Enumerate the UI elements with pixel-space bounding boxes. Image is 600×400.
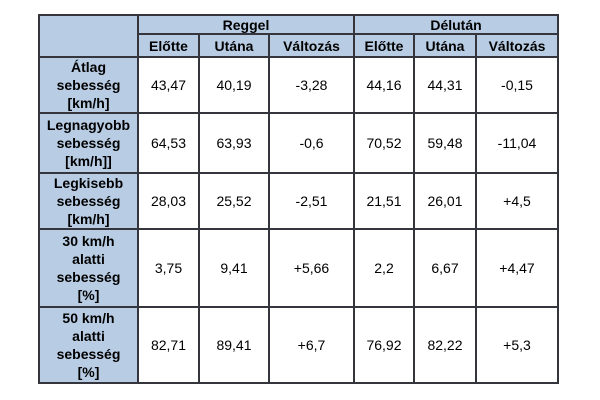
data-cell: 76,92 [353, 306, 415, 384]
data-cell: 21,51 [353, 172, 415, 230]
data-cell: 82,71 [137, 306, 200, 384]
speed-statistics-table: Reggel Délután Előtte Utána Változás Elő… [38, 14, 559, 384]
data-cell: -11,04 [475, 112, 559, 174]
data-cell: -3,28 [268, 56, 355, 114]
table-row: Legnagyobb sebesség [km/h]] 64,53 63,93 … [38, 112, 559, 174]
data-cell: 59,48 [413, 112, 477, 174]
column-header: Változás [475, 33, 559, 58]
row-label: Átlag sebesség [km/h] [38, 56, 139, 114]
data-cell: -0,6 [268, 112, 355, 174]
data-cell: -2,51 [268, 172, 355, 230]
data-cell: 28,03 [137, 172, 200, 230]
data-cell: 26,01 [413, 172, 477, 230]
row-label: 50 km/h alatti sebesség [%] [38, 306, 139, 384]
column-header: Változás [268, 33, 355, 58]
column-header: Előtte [353, 33, 415, 58]
table-row: Legkisebb sebesség [km/h] 28,03 25,52 -2… [38, 172, 559, 230]
corner-cell [38, 14, 139, 58]
data-cell: 82,22 [413, 306, 477, 384]
data-cell: 70,52 [353, 112, 415, 174]
data-cell: 25,52 [198, 172, 270, 230]
column-header: Előtte [137, 33, 200, 58]
data-cell: 44,16 [353, 56, 415, 114]
data-cell: +4,5 [475, 172, 559, 230]
data-cell: 9,41 [198, 228, 270, 308]
column-header: Utána [413, 33, 477, 58]
data-cell: +4,47 [475, 228, 559, 308]
table-row: 50 km/h alatti sebesség [%] 82,71 89,41 … [38, 306, 559, 384]
column-header: Utána [198, 33, 270, 58]
data-cell: 44,31 [413, 56, 477, 114]
data-cell: 3,75 [137, 228, 200, 308]
sub-header-row: Előtte Utána Változás Előtte Utána Válto… [39, 33, 559, 58]
group-header-reggel: Reggel [137, 14, 355, 35]
data-cell: +5,3 [475, 306, 559, 384]
row-label: Legnagyobb sebesség [km/h]] [38, 112, 139, 174]
group-header-delutan: Délután [353, 14, 559, 35]
data-cell: 64,53 [137, 112, 200, 174]
group-header-row: Reggel Délután [38, 14, 559, 58]
row-label: Legkisebb sebesség [km/h] [38, 172, 139, 230]
row-label: 30 km/h alatti sebesség [%] [38, 228, 139, 308]
data-cell: +6,7 [268, 306, 355, 384]
data-cell: 2,2 [353, 228, 415, 308]
data-cell: +5,66 [268, 228, 355, 308]
data-cell: -0,15 [475, 56, 559, 114]
table-row: 30 km/h alatti sebesség [%] 3,75 9,41 +5… [38, 228, 559, 308]
table-row: Átlag sebesség [km/h] 43,47 40,19 -3,28 … [38, 56, 559, 114]
data-cell: 40,19 [198, 56, 270, 114]
data-cell: 89,41 [198, 306, 270, 384]
data-cell: 6,67 [413, 228, 477, 308]
data-cell: 63,93 [198, 112, 270, 174]
data-cell: 43,47 [137, 56, 200, 114]
